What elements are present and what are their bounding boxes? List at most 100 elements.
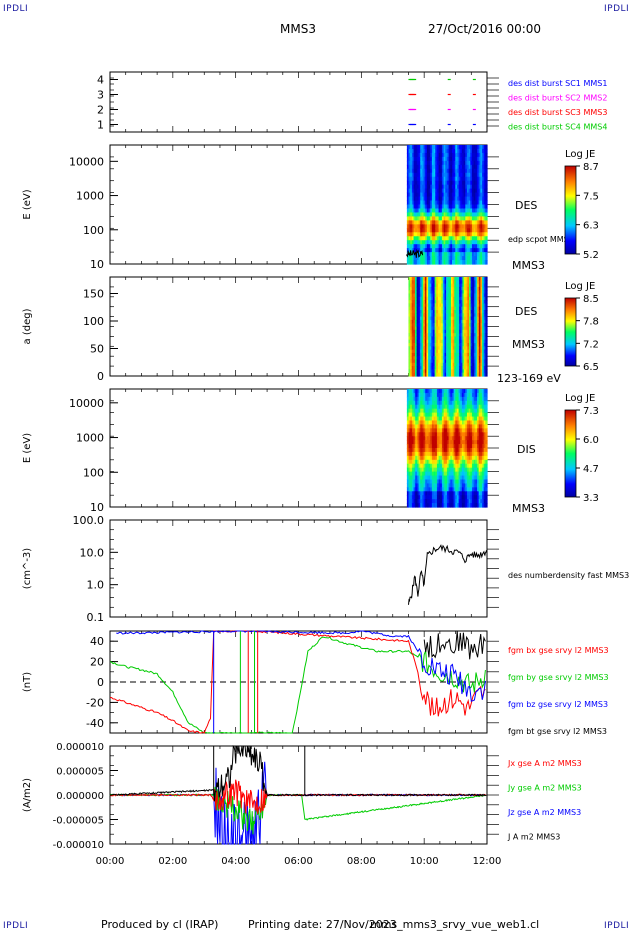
- spectrogram-cell: [462, 316, 465, 321]
- spectrogram-cell: [428, 436, 431, 441]
- spectrogram-cell: [428, 343, 431, 347]
- spectrogram-cell: [418, 455, 421, 461]
- spectrogram-cell: [440, 448, 443, 453]
- spectrogram-cell: [448, 495, 451, 500]
- spectrogram-cell: [475, 296, 478, 301]
- spectrogram-cell: [436, 306, 439, 311]
- spectrogram-cell: [462, 310, 465, 314]
- spectrogram-cell: [481, 260, 485, 265]
- spectrogram-cell: [440, 444, 443, 449]
- spectrogram-cell: [421, 336, 424, 341]
- spectrogram-cell: [435, 440, 438, 445]
- spectrogram-cell: [428, 396, 431, 402]
- spectrogram-cell: [448, 168, 451, 174]
- spectrogram-cell: [480, 277, 483, 281]
- spectrogram-cell: [426, 487, 430, 492]
- spectrogram-cell: [451, 145, 455, 150]
- spectrogram-cell: [457, 319, 460, 324]
- spectrogram-cell: [444, 296, 447, 301]
- spectrogram-cell: [418, 389, 421, 394]
- spectrogram-cell: [423, 200, 426, 206]
- spectrogram-cell: [473, 503, 476, 508]
- spectrogram-cell: [470, 260, 473, 265]
- spectrogram-cell: [462, 362, 465, 367]
- spectrogram-cell: [413, 310, 416, 314]
- spectrogram-cell: [410, 487, 413, 492]
- spectrogram-cell: [416, 212, 420, 217]
- panel-frame-0: [109, 71, 488, 133]
- spectrogram-cell: [475, 436, 478, 441]
- spectrogram-cell: [482, 339, 485, 344]
- series-label: fgm by gse srvy l2 MMS3: [508, 673, 609, 682]
- spectrogram-cell: [470, 164, 473, 170]
- spectrogram-cell: [415, 471, 418, 477]
- spectrogram-cell: [458, 389, 461, 394]
- spectrogram-cell: [478, 349, 482, 354]
- spectrogram-cell: [433, 424, 436, 429]
- spectrogram-cell: [443, 184, 446, 190]
- spectrogram-cell: [475, 220, 478, 225]
- spectrogram-cell: [481, 400, 485, 406]
- spectrogram-cell: [461, 432, 465, 437]
- spectrogram-cell: [481, 145, 485, 150]
- spectrogram-cell: [441, 333, 444, 337]
- spectrogram-cell: [460, 204, 463, 210]
- spectrogram-cell: [465, 432, 468, 437]
- spectrogram-cell: [460, 432, 463, 437]
- spectrogram-cell: [470, 277, 473, 281]
- spectrogram-cell: [415, 369, 418, 374]
- spectrogram-cell: [482, 290, 485, 295]
- spectrogram-cell: [483, 491, 486, 496]
- spectrogram-cell: [450, 216, 453, 221]
- spectrogram-cell: [480, 467, 483, 473]
- spectrogram-cell: [466, 448, 470, 453]
- spectrogram-cell: [476, 483, 480, 488]
- spectrogram-cell: [443, 495, 446, 500]
- spectrogram-cell: [420, 467, 423, 473]
- spectrogram-cell: [416, 313, 419, 318]
- spectrogram-cell: [416, 204, 420, 210]
- spectrogram-cell: [410, 495, 413, 500]
- spectrogram-cell: [435, 192, 438, 198]
- spectrogram-cell: [441, 212, 445, 217]
- spectrogram-cell: [441, 244, 445, 249]
- spectrogram-cell: [463, 436, 466, 441]
- spectrogram-cell: [437, 303, 441, 308]
- spectrogram-cell: [481, 208, 485, 214]
- spectrogram-cell: [446, 310, 449, 314]
- spectrogram-cell: [461, 200, 465, 206]
- spectrogram-cell: [411, 192, 415, 198]
- spectrogram-cell: [421, 436, 425, 441]
- spectrogram-cell: [470, 455, 473, 461]
- spectrogram-cell: [454, 283, 457, 288]
- spectrogram-cell: [480, 196, 483, 202]
- spectrogram-cell: [435, 495, 438, 500]
- spectrogram-cell: [439, 303, 442, 308]
- spectrogram-cell: [436, 252, 440, 257]
- spectrogram-cell: [410, 220, 413, 225]
- spectrogram-cell: [421, 356, 424, 361]
- spectrogram-cell: [452, 339, 455, 344]
- spectrogram-cell: [478, 420, 481, 425]
- spectrogram-cell: [465, 300, 468, 304]
- spectrogram-cell: [418, 346, 421, 351]
- spectrogram-cell: [416, 145, 420, 150]
- spectrogram-cell: [446, 164, 450, 170]
- y-tick-label: 0: [97, 676, 104, 689]
- spectrogram-cell: [458, 420, 461, 425]
- spectrogram-cell: [445, 216, 448, 221]
- spectrogram-cell: [467, 277, 470, 281]
- spectrogram-cell: [476, 408, 480, 414]
- spectrogram-cell: [423, 362, 426, 367]
- spectrogram-cell: [449, 313, 452, 318]
- spectrogram-cell: [424, 356, 428, 361]
- spectrogram-cell: [444, 346, 447, 351]
- spectrogram-cell: [444, 359, 447, 364]
- spectrogram-cell: [431, 467, 435, 473]
- spectrogram-cell: [451, 475, 455, 481]
- spectrogram-cell: [428, 323, 431, 328]
- spectrogram-cell: [455, 408, 458, 414]
- spectrogram-cell: [435, 448, 438, 453]
- spectrogram-cell: [467, 286, 470, 291]
- spectrogram-cell: [416, 346, 419, 351]
